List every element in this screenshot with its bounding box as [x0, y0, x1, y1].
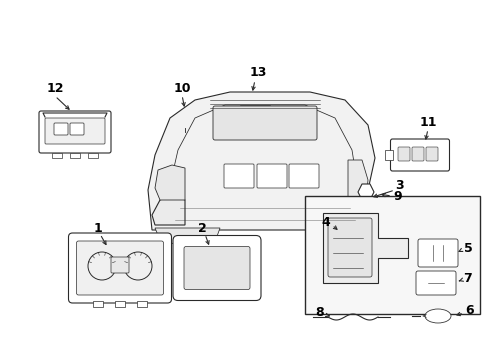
FancyBboxPatch shape [415, 271, 455, 295]
Bar [305, 196, 479, 314]
FancyBboxPatch shape [390, 139, 448, 171]
FancyBboxPatch shape [70, 123, 84, 135]
Polygon shape [347, 160, 367, 215]
Text: 11: 11 [418, 116, 436, 129]
FancyBboxPatch shape [183, 247, 249, 289]
Bar [88, 153, 98, 158]
Text: 13: 13 [249, 66, 266, 78]
Polygon shape [148, 92, 374, 230]
FancyBboxPatch shape [45, 118, 105, 144]
Polygon shape [152, 195, 184, 225]
Text: 3: 3 [395, 179, 404, 192]
FancyBboxPatch shape [417, 239, 457, 267]
FancyBboxPatch shape [327, 218, 371, 277]
Text: 7: 7 [463, 271, 471, 284]
Text: 5: 5 [463, 242, 471, 255]
FancyBboxPatch shape [213, 106, 316, 140]
Text: 1: 1 [93, 221, 102, 234]
Polygon shape [323, 213, 407, 283]
FancyBboxPatch shape [54, 123, 68, 135]
FancyBboxPatch shape [288, 164, 318, 188]
FancyBboxPatch shape [425, 147, 437, 161]
FancyBboxPatch shape [411, 147, 423, 161]
FancyBboxPatch shape [224, 164, 253, 188]
Text: 12: 12 [46, 81, 63, 95]
FancyBboxPatch shape [68, 233, 171, 303]
FancyBboxPatch shape [111, 257, 129, 273]
Bar [115, 301, 125, 307]
Bar [70, 153, 80, 158]
Text: 4: 4 [321, 216, 330, 229]
Polygon shape [229, 93, 285, 113]
Text: 9: 9 [393, 189, 402, 202]
Ellipse shape [180, 114, 190, 128]
Polygon shape [155, 228, 220, 248]
Ellipse shape [424, 309, 450, 323]
Text: 2: 2 [197, 221, 206, 234]
FancyBboxPatch shape [76, 241, 163, 295]
Text: 6: 6 [465, 303, 473, 316]
FancyBboxPatch shape [39, 111, 111, 153]
Polygon shape [155, 165, 184, 200]
FancyBboxPatch shape [397, 147, 409, 161]
Bar [384, 150, 392, 160]
FancyBboxPatch shape [173, 235, 261, 301]
Bar [137, 301, 147, 307]
Bar [93, 301, 103, 307]
Text: 8: 8 [315, 306, 324, 320]
Polygon shape [357, 184, 373, 200]
FancyBboxPatch shape [257, 164, 286, 188]
Bar [52, 153, 62, 158]
Text: 10: 10 [173, 81, 190, 95]
